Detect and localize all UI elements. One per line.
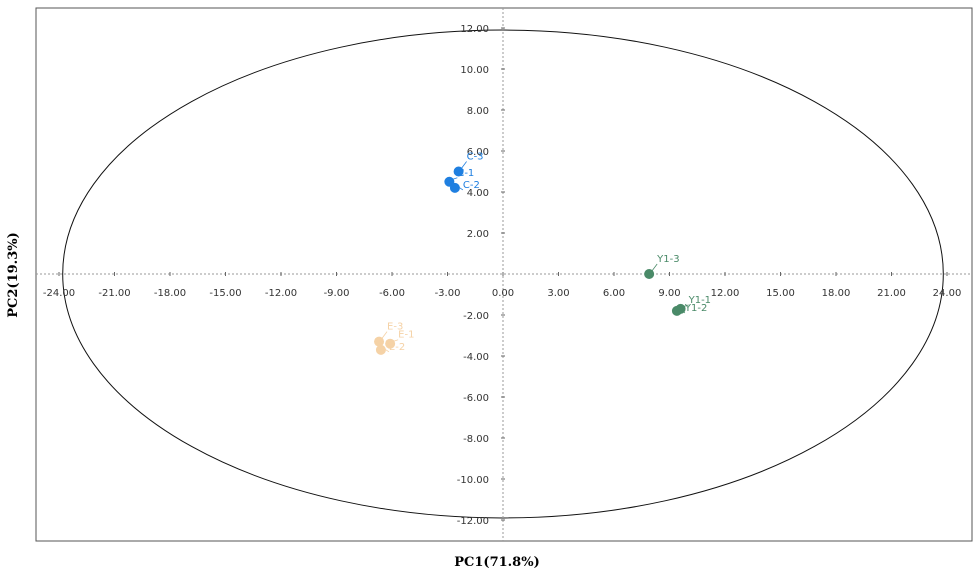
point-label: E-2: [389, 342, 405, 353]
x-tick-label: -12.00: [265, 288, 297, 299]
x-tick-label: 9.00: [658, 288, 680, 299]
point-leader-line: [678, 308, 686, 314]
y-tick-label: 8.00: [467, 106, 489, 117]
point-leader-line: [682, 304, 689, 308]
x-tick-label: 21.00: [877, 288, 906, 299]
point-leader-line: [650, 263, 658, 273]
x-tick-label: -3.00: [435, 288, 461, 299]
x-tick-label: -24.00: [43, 288, 75, 299]
point-leader-line: [380, 331, 388, 340]
data-point: [375, 344, 386, 355]
point-label: C-3: [467, 152, 484, 163]
x-tick-label: 6.00: [603, 288, 625, 299]
point-leader-line: [451, 177, 458, 181]
x-tick-label: 15.00: [766, 288, 795, 299]
point-leader-line: [392, 339, 399, 343]
y-tick-label: -12.00: [457, 516, 489, 527]
x-tick-label: -21.00: [98, 288, 130, 299]
point-label: E-3: [387, 322, 403, 333]
y-tick-label: -8.00: [463, 434, 489, 445]
point-label: C-1: [457, 168, 474, 179]
x-tick-label: -6.00: [379, 288, 405, 299]
point-leader-line: [382, 347, 390, 353]
y-tick-label: 10.00: [460, 65, 489, 76]
point-label: Y1-2: [684, 303, 707, 314]
y-tick-label: 4.00: [467, 188, 489, 199]
point-leader-line: [456, 185, 464, 191]
x-tick-label: -18.00: [154, 288, 186, 299]
point-label: Y1-3: [656, 254, 679, 265]
x-tick-label: 24.00: [933, 288, 962, 299]
y-axis-label: PC2(19.3%): [6, 232, 21, 317]
y-tick-label: 2.00: [467, 229, 489, 240]
x-tick-label: -9.00: [324, 288, 350, 299]
y-tick-label: 6.00: [467, 147, 489, 158]
y-tick-label: -4.00: [463, 352, 489, 363]
y-tick-label: -6.00: [463, 393, 489, 404]
y-tick-label: -2.00: [463, 311, 489, 322]
point-label: C-2: [463, 180, 480, 191]
x-tick-label: -15.00: [209, 288, 241, 299]
x-axis-label: PC1(71.8%): [454, 555, 539, 570]
data-point: [671, 305, 682, 316]
y-tick-label: -10.00: [457, 475, 489, 486]
x-tick-label: 3.00: [547, 288, 569, 299]
x-tick-label: 18.00: [822, 288, 851, 299]
x-tick-label: 0.00: [492, 288, 514, 299]
point-label: Y1-1: [688, 295, 711, 306]
data-point: [449, 182, 460, 193]
point-leader-line: [460, 161, 467, 170]
point-label: E-1: [398, 330, 414, 341]
y-tick-label: 12.00: [460, 24, 489, 35]
x-tick-label: 12.00: [711, 288, 740, 299]
